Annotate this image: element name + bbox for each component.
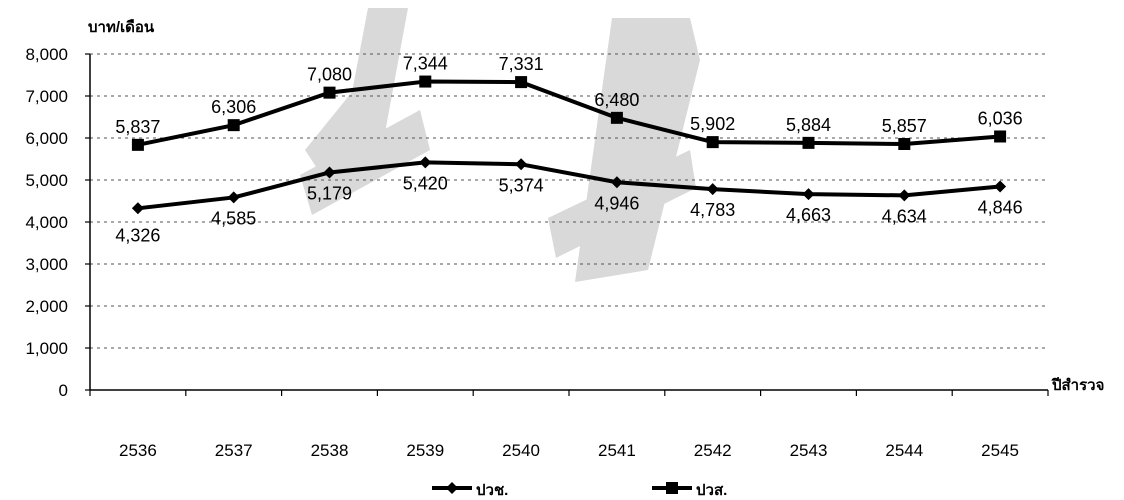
x-axis-ticks: 2536 2537 2538 2539 2540 2541 2542 2543 2544 2545 <box>119 441 1019 460</box>
data-label: 4,326 <box>115 225 160 245</box>
data-point-square <box>515 76 528 89</box>
series-group: 4,326 4,585 5,179 5,420 5,374 4,946 4,783 4,663… <box>115 54 1022 246</box>
data-label: 5,837 <box>115 117 160 137</box>
x-axis-label: ปีสำรวจ <box>1051 377 1104 394</box>
legend-marker-diamond <box>446 482 458 494</box>
data-point-diamond <box>131 202 144 215</box>
data-label: 5,420 <box>403 173 448 193</box>
data-label: 5,857 <box>882 116 927 136</box>
data-point-diamond <box>227 191 240 204</box>
x-tick-label: 2541 <box>598 441 636 460</box>
data-point-square <box>131 138 144 151</box>
data-point-diamond <box>802 188 815 201</box>
y-tick-label: 4,000 <box>25 213 68 232</box>
watermark-stroke <box>575 18 700 282</box>
series-line <box>137 79 1001 147</box>
x-tick-label: 2538 <box>311 441 349 460</box>
data-point-diamond <box>898 189 911 202</box>
legend-marker-square <box>666 482 678 494</box>
x-tick-label: 2539 <box>406 441 444 460</box>
data-point-square <box>898 138 911 151</box>
y-tick-label: 1,000 <box>25 339 68 358</box>
data-label: 4,846 <box>978 197 1023 217</box>
y-tick-label: 8,000 <box>25 45 68 64</box>
data-point-diamond <box>419 156 432 169</box>
data-label: 5,902 <box>690 114 735 134</box>
x-tick-label: 2537 <box>215 441 253 460</box>
data-label: 4,946 <box>594 193 639 213</box>
data-point-diamond <box>994 180 1007 193</box>
y-axis-label: บาท/เดือน <box>88 19 155 36</box>
x-tick-label: 2542 <box>694 441 732 460</box>
y-tick-label: 7,000 <box>25 87 68 106</box>
y-tick-label: 2,000 <box>25 297 68 316</box>
legend-item: ปวส. <box>652 482 727 499</box>
axes <box>85 53 1049 396</box>
data-label: 7,080 <box>307 65 352 85</box>
data-point-square <box>610 111 623 124</box>
legend-label: ปวช. <box>476 482 508 499</box>
data-label: 7,344 <box>403 54 448 74</box>
y-axis-ticks: 0 1,000 2,000 3,000 4,000 5,000 6,000 7,000 8,00… <box>25 45 68 400</box>
series-line <box>137 160 1001 211</box>
x-tick-label: 2545 <box>981 441 1019 460</box>
grid-lines <box>90 53 1048 349</box>
data-label: 5,884 <box>786 115 831 135</box>
legend: ปวช. ปวส. <box>432 482 727 499</box>
y-tick-label: 5,000 <box>25 171 68 190</box>
watermark-stroke <box>300 110 430 215</box>
data-label: 4,783 <box>690 200 735 220</box>
data-label: 5,179 <box>307 183 352 203</box>
watermark-stroke <box>548 150 696 258</box>
x-tick-label: 2540 <box>502 441 540 460</box>
data-label: 4,585 <box>211 208 256 228</box>
data-label: 4,663 <box>786 205 831 225</box>
data-point-square <box>706 136 719 149</box>
series-2: 5,837 6,306 7,080 7,344 7,331 6,480 5,902 5,884… <box>115 54 1023 151</box>
x-tick-label: 2544 <box>885 441 923 460</box>
data-point-square <box>994 130 1007 143</box>
data-point-diamond <box>706 183 719 196</box>
legend-label: ปวส. <box>696 482 727 499</box>
data-point-square <box>323 86 336 99</box>
data-label: 7,331 <box>499 54 544 74</box>
data-point-square <box>419 75 432 88</box>
data-point-diamond <box>323 166 336 179</box>
x-tick-label: 2536 <box>119 441 157 460</box>
legend-item: ปวช. <box>432 482 508 499</box>
y-tick-label: 3,000 <box>25 255 68 274</box>
data-point-diamond <box>610 176 623 189</box>
x-tick-label: 2543 <box>790 441 828 460</box>
data-point-diamond <box>515 158 528 171</box>
watermark <box>300 8 700 282</box>
y-tick-label: 0 <box>59 381 68 400</box>
y-tick-label: 6,000 <box>25 129 68 148</box>
data-label: 6,306 <box>211 97 256 117</box>
data-point-square <box>227 119 240 132</box>
data-point-square <box>802 136 815 149</box>
data-label: 6,480 <box>594 90 639 110</box>
data-label: 6,036 <box>978 108 1023 128</box>
series-1: 4,326 4,585 5,179 5,420 5,374 4,946 4,783 4,663… <box>115 156 1023 245</box>
data-label: 5,374 <box>499 175 544 195</box>
data-label: 4,634 <box>882 206 927 226</box>
